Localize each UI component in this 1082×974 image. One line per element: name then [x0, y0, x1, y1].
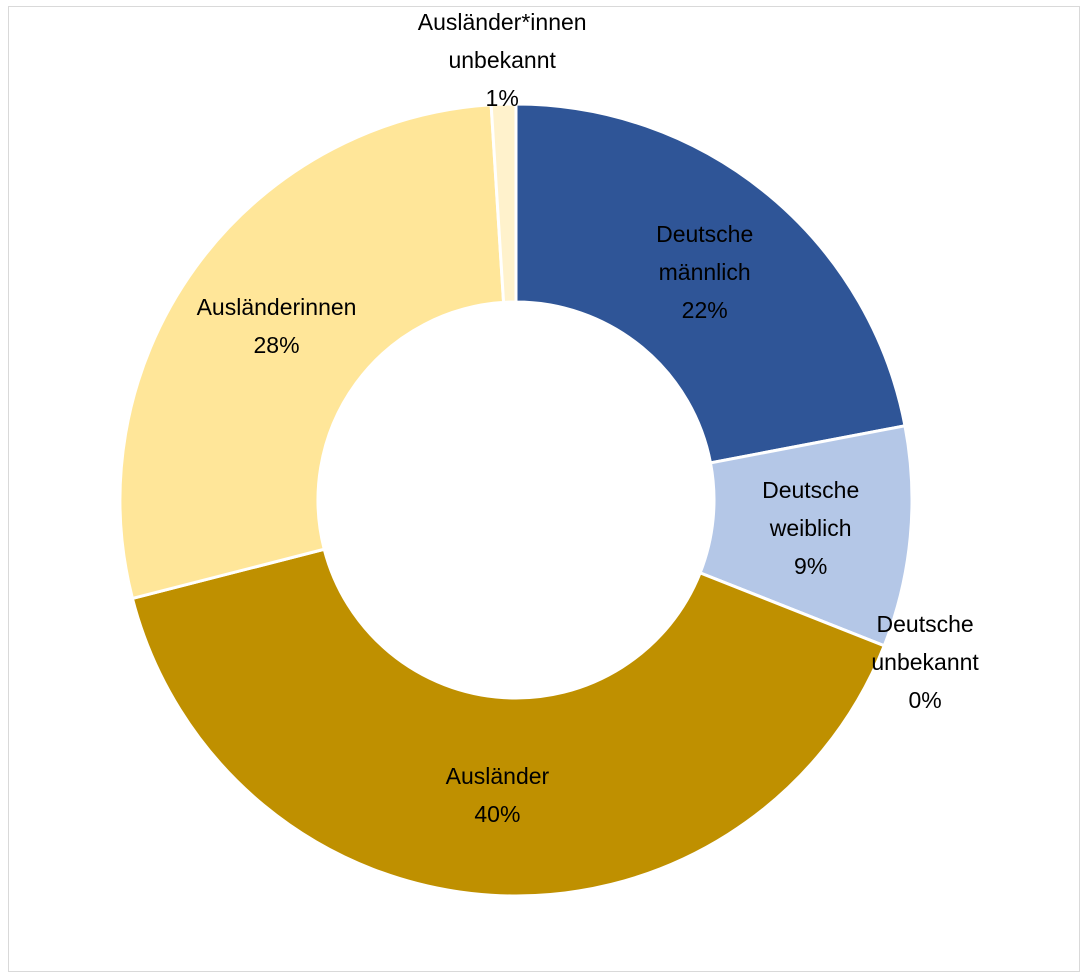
- value-label: 9%: [794, 552, 828, 579]
- category-label: Ausländer*innen unbekannt: [417, 9, 587, 74]
- category-label: Ausländerinnen: [196, 294, 357, 320]
- value-label: 0%: [908, 686, 942, 713]
- value-label: 22%: [681, 296, 728, 323]
- category-label: Deutsche männlich: [656, 220, 754, 285]
- donut-segment: [130, 547, 887, 898]
- chart-frame: [8, 6, 1080, 972]
- data-label: Ausländerinnen 28%: [197, 288, 357, 364]
- value-label: 40%: [474, 801, 521, 828]
- value-label: 28%: [253, 332, 300, 358]
- data-label: Ausländer*innen unbekannt 1%: [418, 3, 587, 117]
- data-label: Deutsche unbekannt 0%: [871, 605, 978, 719]
- donut-segment: [118, 103, 506, 601]
- donut-segment: [489, 102, 518, 304]
- data-label: Ausländer 40%: [446, 757, 550, 833]
- category-label: Deutsche unbekannt: [871, 610, 979, 675]
- category-label: Ausländer: [445, 763, 550, 790]
- data-label: Deutsche männlich 22%: [656, 215, 753, 329]
- donut-segment: [514, 102, 907, 465]
- data-label: Deutsche weiblich 9%: [762, 471, 859, 585]
- category-label: Deutsche weiblich: [762, 476, 860, 541]
- value-label: 1%: [485, 85, 519, 112]
